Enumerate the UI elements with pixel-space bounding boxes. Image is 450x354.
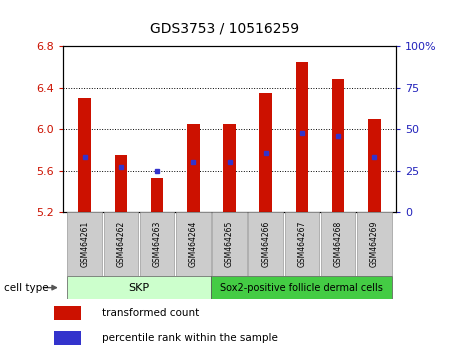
Bar	[296, 62, 308, 212]
FancyBboxPatch shape	[321, 212, 356, 276]
FancyBboxPatch shape	[284, 212, 319, 276]
Text: Sox2-positive follicle dermal cells: Sox2-positive follicle dermal cells	[220, 282, 383, 293]
Bar	[54, 331, 81, 345]
FancyBboxPatch shape	[104, 212, 138, 276]
Bar	[54, 306, 81, 320]
Text: SKP: SKP	[128, 282, 149, 293]
FancyBboxPatch shape	[176, 212, 211, 276]
FancyBboxPatch shape	[212, 276, 392, 299]
Bar	[259, 93, 272, 212]
FancyBboxPatch shape	[248, 212, 283, 276]
Text: GSM464264: GSM464264	[189, 221, 198, 268]
Bar	[187, 124, 200, 212]
Bar	[332, 79, 344, 212]
Text: transformed count: transformed count	[102, 308, 199, 318]
FancyBboxPatch shape	[212, 212, 247, 276]
Bar	[115, 155, 127, 212]
Bar	[368, 119, 381, 212]
Bar	[151, 178, 163, 212]
Text: GSM464265: GSM464265	[225, 221, 234, 268]
Text: GSM464266: GSM464266	[261, 221, 270, 268]
FancyBboxPatch shape	[357, 212, 392, 276]
Text: cell type: cell type	[4, 282, 49, 293]
Text: GSM464268: GSM464268	[333, 221, 342, 267]
FancyBboxPatch shape	[67, 276, 211, 299]
Text: GSM464261: GSM464261	[80, 221, 89, 267]
FancyBboxPatch shape	[68, 212, 102, 276]
Text: GSM464263: GSM464263	[153, 221, 162, 268]
Text: percentile rank within the sample: percentile rank within the sample	[102, 333, 278, 343]
Text: GSM464267: GSM464267	[297, 221, 306, 268]
Text: GSM464269: GSM464269	[370, 221, 379, 268]
Bar	[223, 124, 236, 212]
Text: GDS3753 / 10516259: GDS3753 / 10516259	[150, 21, 300, 35]
Text: GSM464262: GSM464262	[117, 221, 126, 267]
FancyBboxPatch shape	[140, 212, 175, 276]
Bar	[78, 98, 91, 212]
